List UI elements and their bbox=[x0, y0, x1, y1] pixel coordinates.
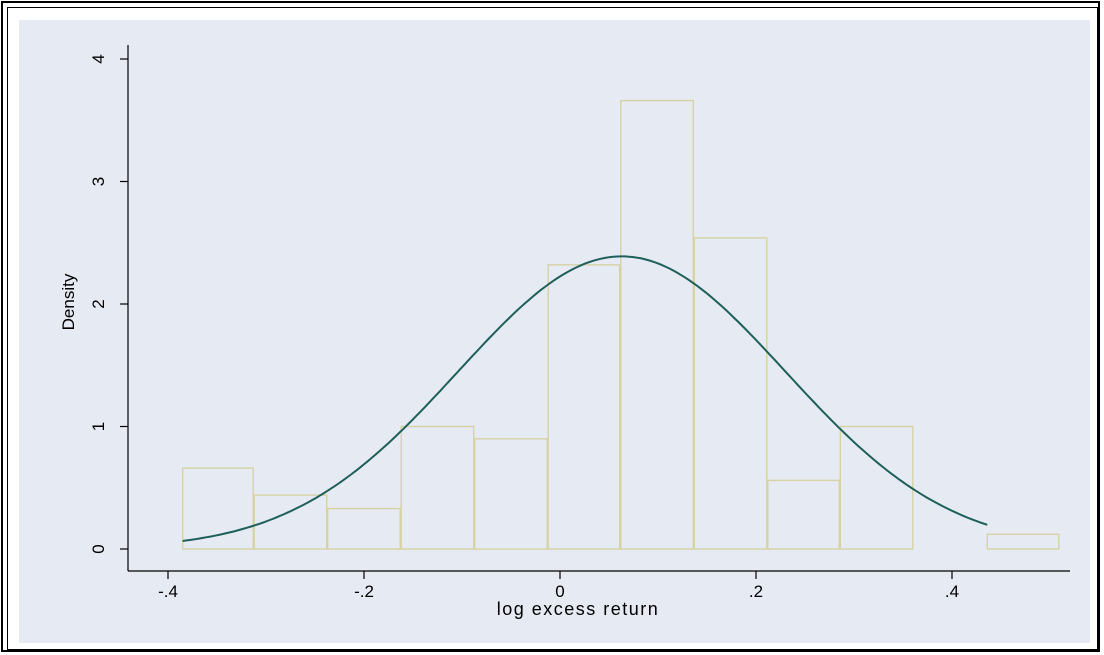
plot-area bbox=[129, 44, 1070, 571]
density-curve bbox=[182, 255, 988, 542]
histogram-bar-2 bbox=[253, 494, 328, 550]
histogram-bar-1 bbox=[181, 467, 254, 550]
x-tick-label-5: .4 bbox=[945, 582, 959, 601]
x-axis-label: log excess return bbox=[497, 599, 660, 619]
y-tick-label-2: 1 bbox=[89, 422, 108, 431]
histogram-bar-5 bbox=[474, 438, 548, 550]
y-tick-label-4: 3 bbox=[89, 177, 108, 186]
x-tick-label-2: -.2 bbox=[354, 582, 374, 601]
y-tick-label-3: 2 bbox=[89, 299, 108, 308]
axis-layer: -.4 -.2 0 .2 .4 0 1 2 3 4 bbox=[89, 45, 1070, 601]
histogram-bar-8 bbox=[693, 237, 768, 550]
histogram-bar-4 bbox=[400, 425, 475, 550]
x-tick-label-4: .2 bbox=[749, 582, 763, 601]
histogram-bar-3 bbox=[327, 507, 401, 550]
y-tick-label-5: 4 bbox=[89, 54, 108, 63]
histogram-bar-9 bbox=[767, 479, 840, 550]
inner-frame bbox=[7, 7, 1098, 650]
histogram-bar-7 bbox=[620, 99, 694, 550]
y-tick-label-1: 0 bbox=[89, 544, 108, 553]
y-axis-label: Density bbox=[59, 273, 78, 330]
x-tick-label-3: 0 bbox=[555, 582, 564, 601]
plot-layer bbox=[129, 44, 1070, 571]
histogram-bar-12 bbox=[986, 533, 1060, 550]
x-tick-label-1: -.4 bbox=[158, 582, 178, 601]
